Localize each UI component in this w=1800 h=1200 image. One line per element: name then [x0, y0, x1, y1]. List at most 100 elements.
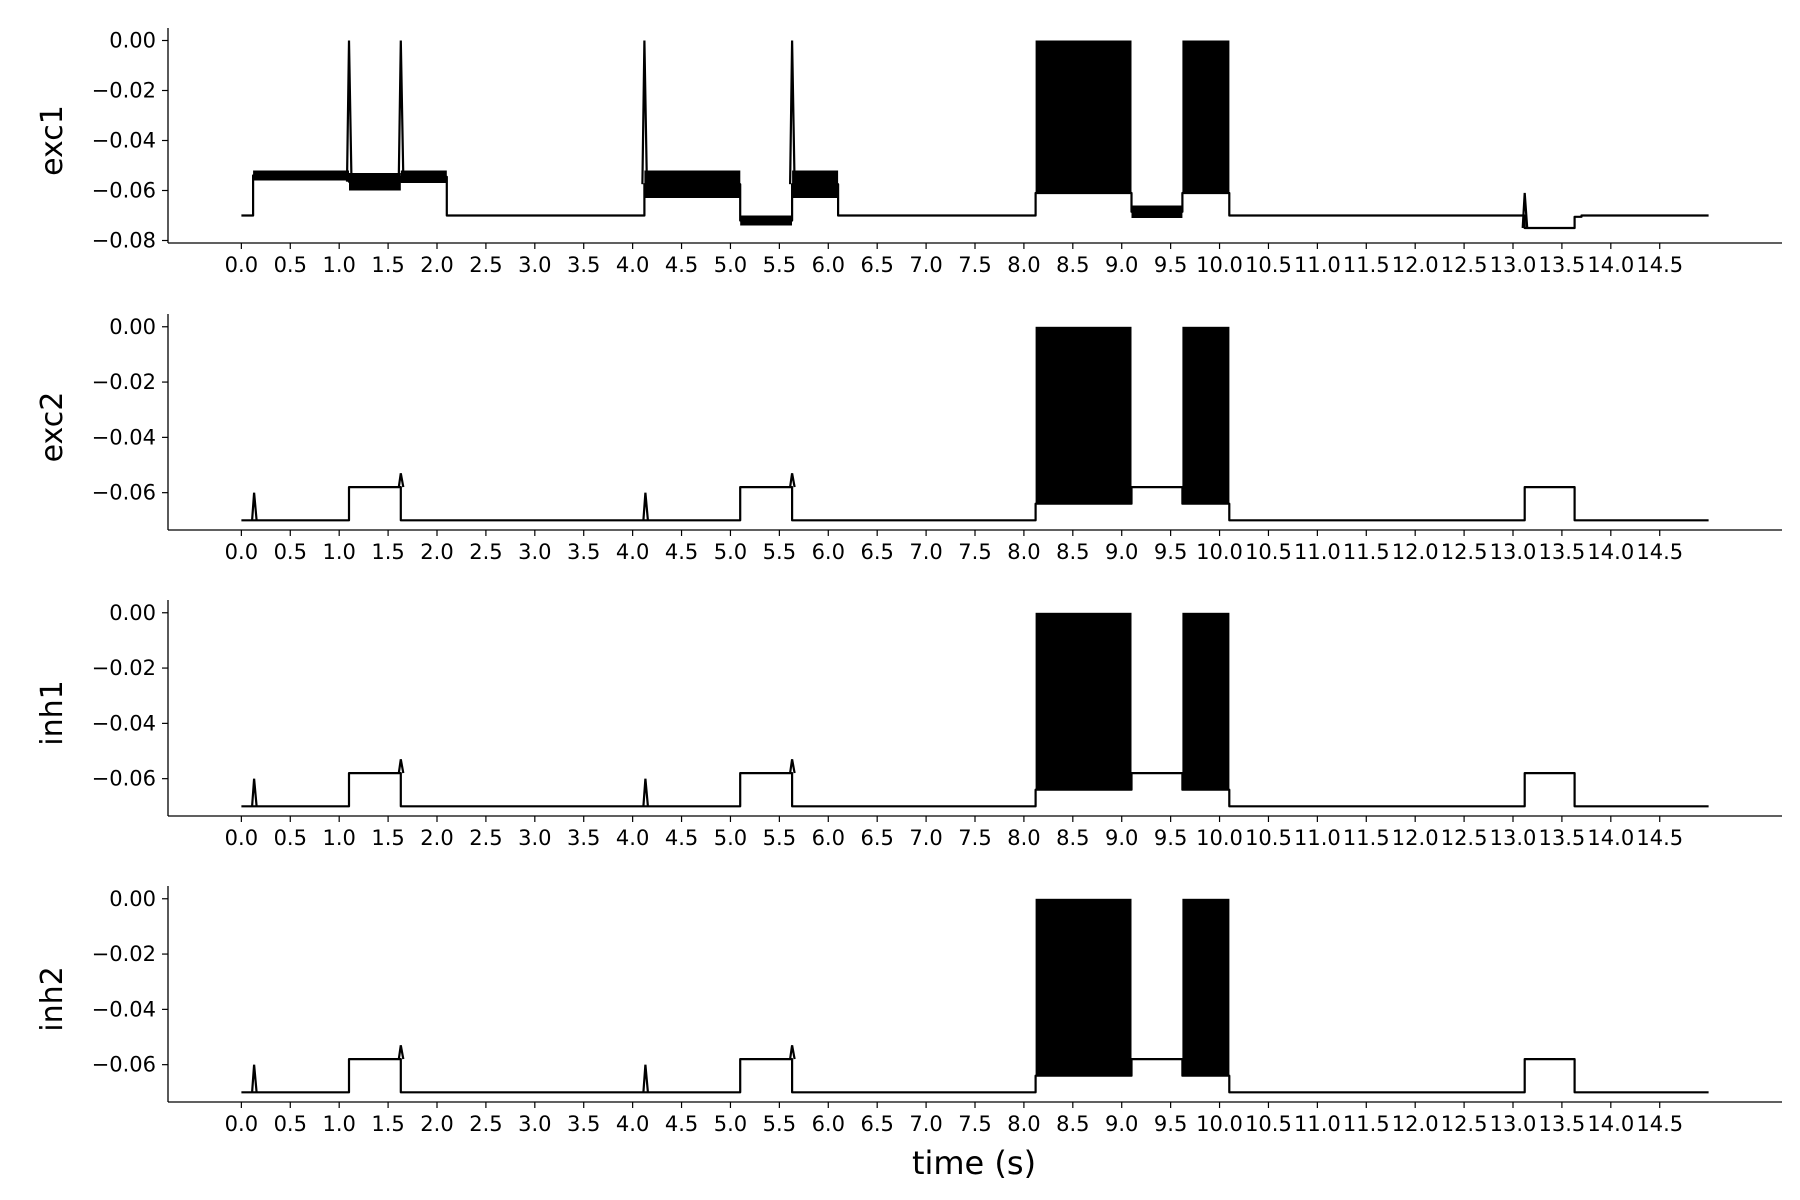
spike: [642, 492, 649, 521]
x-tick-label: 9.5: [1154, 1112, 1187, 1136]
x-tick-label: 3.5: [567, 1112, 600, 1136]
x-tick-label: 5.0: [714, 253, 747, 277]
x-tick-label: 9.0: [1105, 1112, 1138, 1136]
x-tick-label: 13.5: [1539, 826, 1586, 850]
spike: [397, 759, 405, 774]
x-tick-label: 4.0: [616, 540, 649, 564]
y-axis-label: inh1: [35, 680, 70, 745]
x-tick-label: 11.0: [1294, 1112, 1341, 1136]
x-tick-label: 14.5: [1636, 826, 1683, 850]
x-tick-label: 6.0: [812, 253, 845, 277]
firing-block: [1035, 612, 1132, 790]
x-tick-label: 6.0: [812, 1112, 845, 1136]
x-tick-label: 14.5: [1636, 253, 1683, 277]
y-tick-label: −0.02: [92, 370, 156, 394]
oscillation-band: [253, 170, 349, 181]
x-tick-label: 9.5: [1154, 826, 1187, 850]
y-tick-label: −0.06: [92, 1053, 156, 1077]
x-tick-label: 12.0: [1392, 540, 1439, 564]
y-axis-label: exc1: [35, 105, 70, 176]
oscillation-band: [400, 170, 447, 183]
voltage-trace: [241, 772, 1709, 808]
x-tick-label: 0.0: [225, 826, 258, 850]
y-tick-label: −0.04: [92, 129, 156, 153]
x-tick-label: 3.5: [567, 253, 600, 277]
y-tick-label: 0.00: [109, 29, 156, 53]
firing-block: [1035, 40, 1132, 193]
x-tick-label: 6.0: [812, 540, 845, 564]
spike: [789, 1045, 796, 1060]
x-tick-label: 7.5: [958, 253, 991, 277]
x-tick-label: 12.5: [1441, 826, 1488, 850]
spike: [397, 1045, 405, 1060]
x-tick-label: 13.5: [1539, 1112, 1586, 1136]
x-tick-label: 13.0: [1490, 1112, 1537, 1136]
x-tick-label: 6.5: [860, 253, 893, 277]
x-tick-label: 10.0: [1196, 1112, 1243, 1136]
y-tick-label: −0.06: [92, 767, 156, 791]
panel-exc1: 0.00 −0.02 −0.04 −0.06 −0.08 0.0 0.5 1.0 1.5 2.0 2…: [35, 28, 1782, 277]
spike: [397, 40, 405, 177]
firing-block: [1182, 40, 1230, 193]
voltage-trace: [241, 1058, 1709, 1094]
x-tick-label: 9.0: [1105, 826, 1138, 850]
x-tick-label: 14.0: [1587, 540, 1634, 564]
x-tick-label: 7.0: [909, 540, 942, 564]
x-tick-label: 4.5: [665, 540, 698, 564]
y-axis-label: inh2: [35, 966, 70, 1031]
x-tick-label: 0.0: [225, 540, 258, 564]
x-tick-label: 8.0: [1007, 826, 1040, 850]
x-tick-label: 7.0: [909, 826, 942, 850]
firing-block: [1035, 326, 1132, 504]
x-tick-label: 5.0: [714, 540, 747, 564]
x-tick-label: 2.5: [469, 253, 502, 277]
x-tick-label: 5.0: [714, 826, 747, 850]
x-tick-label: 2.5: [469, 1112, 502, 1136]
y-tick-label: −0.08: [92, 229, 156, 253]
x-tick-label: 2.0: [420, 826, 453, 850]
y-tick-label: −0.04: [92, 425, 156, 449]
x-tick-label: 11.5: [1343, 253, 1390, 277]
x-tick-label: 12.5: [1441, 540, 1488, 564]
x-tick-label: 3.0: [518, 253, 551, 277]
x-tick-label: 8.5: [1056, 540, 1089, 564]
oscillation-band: [1131, 205, 1183, 218]
x-tick-label: 0.5: [274, 1112, 307, 1136]
x-tick-label: 8.0: [1007, 1112, 1040, 1136]
x-tick-label: 8.0: [1007, 540, 1040, 564]
panel-inh2: 0.00 −0.02 −0.04 −0.06 0.0 0.5 1.0 1.5 2.0 2.5 3.0…: [35, 886, 1782, 1182]
x-tick-label: 12.5: [1441, 1112, 1488, 1136]
firing-block: [1035, 898, 1132, 1076]
y-axis-label: exc2: [35, 392, 70, 463]
y-tick-label: 0.00: [109, 315, 156, 339]
x-tick-label: 6.5: [860, 1112, 893, 1136]
x-tick-label: 11.0: [1294, 253, 1341, 277]
panel-exc2: 0.00 −0.02 −0.04 −0.06 0.0 0.5 1.0 1.5 2.0 2.5 3.0…: [35, 314, 1782, 564]
x-tick-label: 9.5: [1154, 540, 1187, 564]
spike: [397, 473, 405, 488]
x-tick-label: 1.5: [371, 1112, 404, 1136]
x-tick-label: 6.5: [860, 540, 893, 564]
x-tick-label: 11.0: [1294, 540, 1341, 564]
x-tick-label: 5.5: [763, 826, 796, 850]
x-tick-label: 13.0: [1490, 826, 1537, 850]
x-tick-label: 11.5: [1343, 1112, 1390, 1136]
y-tick-label: −0.02: [92, 942, 156, 966]
x-tick-label: 1.0: [322, 826, 355, 850]
x-tick-label: 3.5: [567, 540, 600, 564]
spike: [789, 40, 796, 185]
x-tick-label: 0.0: [225, 253, 258, 277]
x-tick-label: 13.5: [1539, 540, 1586, 564]
x-tick-label: 8.5: [1056, 1112, 1089, 1136]
y-tick-label: −0.04: [92, 997, 156, 1021]
x-tick-label: 2.0: [420, 1112, 453, 1136]
x-tick-label: 4.5: [665, 1112, 698, 1136]
x-tick-label: 4.5: [665, 826, 698, 850]
x-tick-label: 11.5: [1343, 826, 1390, 850]
x-tick-label: 11.0: [1294, 826, 1341, 850]
oscillation-band: [740, 215, 792, 226]
x-tick-label: 3.0: [518, 540, 551, 564]
x-tick-label: 8.0: [1007, 253, 1040, 277]
x-tick-label: 10.5: [1245, 253, 1292, 277]
x-tick-label: 4.0: [616, 253, 649, 277]
